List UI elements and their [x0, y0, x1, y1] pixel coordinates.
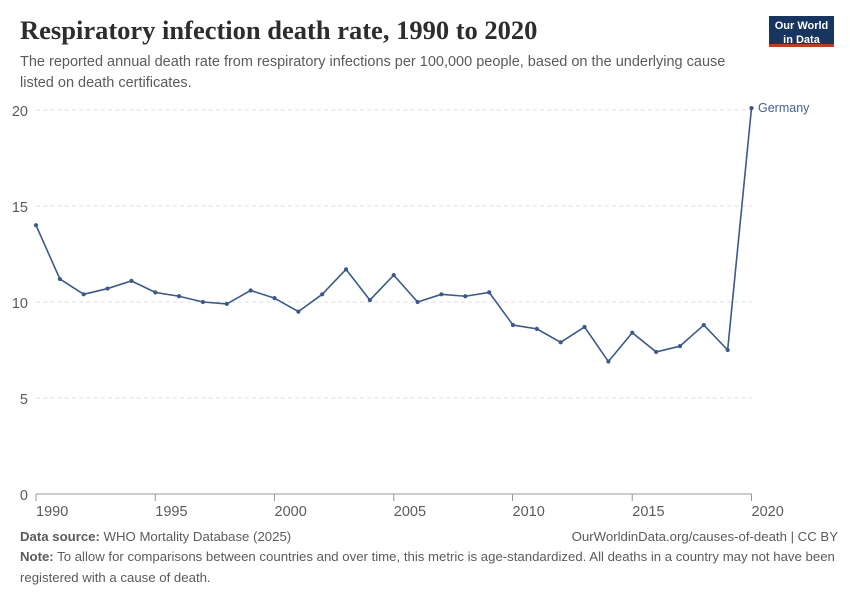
- svg-text:1990: 1990: [36, 504, 68, 520]
- svg-text:2000: 2000: [275, 504, 307, 520]
- svg-text:2010: 2010: [513, 504, 545, 520]
- svg-text:10: 10: [12, 296, 28, 312]
- svg-text:Germany: Germany: [758, 101, 810, 115]
- svg-text:0: 0: [20, 488, 28, 504]
- svg-text:2015: 2015: [632, 504, 664, 520]
- svg-text:2005: 2005: [394, 504, 426, 520]
- svg-text:20: 20: [12, 104, 28, 120]
- svg-text:5: 5: [20, 392, 28, 408]
- svg-text:1995: 1995: [155, 504, 187, 520]
- svg-text:2020: 2020: [752, 504, 784, 520]
- svg-text:15: 15: [12, 200, 28, 216]
